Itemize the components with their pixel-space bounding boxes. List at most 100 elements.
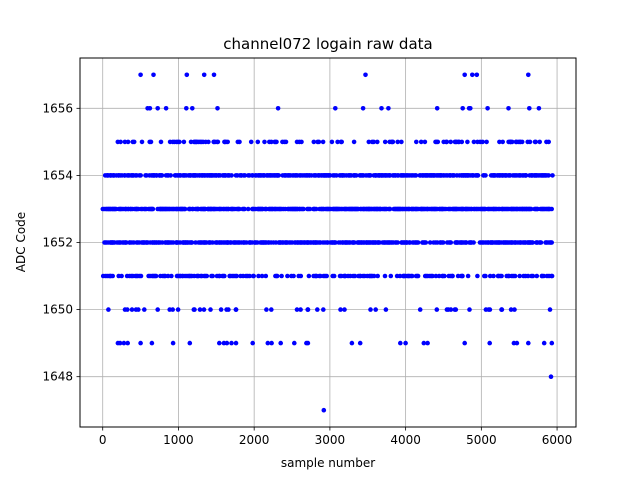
data-point [269,340,274,346]
data-point [368,307,373,312]
data-point [136,307,141,312]
data-point [204,273,210,279]
data-point [234,273,239,279]
data-point [321,407,327,413]
data-point [546,173,551,178]
data-point [148,139,154,145]
data-point [279,273,284,279]
data-point [463,240,469,245]
data-point [470,72,475,78]
data-point [278,340,284,346]
data-point [444,139,450,145]
x-tick-label: 4000 [390,433,421,447]
data-point [150,206,156,212]
data-point [536,106,542,111]
data-point [264,307,269,312]
data-point [517,273,522,279]
data-point [448,307,454,312]
data-point [305,307,311,312]
data-point [471,240,476,245]
data-point [175,307,181,312]
data-point [525,273,531,279]
data-point [197,307,203,312]
data-point [333,240,338,245]
data-point [291,273,296,279]
data-point [546,139,551,145]
data-point [265,340,271,346]
data-point [169,273,174,279]
data-point [349,340,355,346]
data-point [450,273,455,279]
data-point [363,72,368,78]
data-point [541,273,546,279]
data-point [440,240,446,245]
data-point [483,273,488,279]
data-point [315,307,320,312]
data-point [453,307,459,312]
data-point [526,340,531,346]
data-point [528,206,534,212]
y-tick-label: 1654 [42,168,73,182]
data-point [192,307,197,312]
data-point [251,273,256,279]
data-point [242,173,248,178]
data-point [245,206,251,212]
data-point [339,139,345,145]
data-point [415,240,421,245]
data-point [403,340,408,346]
data-point [462,72,468,78]
data-point [276,173,282,178]
data-point [311,139,317,145]
x-tick-label: 5000 [466,433,497,447]
data-point [527,139,533,145]
data-point [255,139,261,145]
data-point [537,139,542,145]
data-point [547,307,553,312]
data-point [142,307,147,312]
data-point [487,340,493,346]
chart-title: channel072 logain raw data [223,35,432,53]
y-tick-label: 1648 [42,370,73,384]
data-point [395,139,401,145]
data-point [118,139,123,145]
data-point [182,206,188,212]
data-point [530,240,535,245]
data-point [388,273,394,279]
data-point [475,173,481,178]
data-point [448,139,454,145]
data-point [485,106,490,111]
data-point [526,72,531,78]
data-point [360,106,366,111]
data-point [382,139,388,145]
data-point [467,307,472,312]
data-point [125,307,130,312]
data-point [541,340,547,346]
data-point [368,173,373,178]
x-tick-label: 2000 [239,433,270,447]
data-point [324,273,330,279]
data-point [190,106,195,111]
data-point [352,273,358,279]
data-point [224,340,230,346]
data-point [519,139,525,145]
data-point [533,139,538,145]
data-point [549,340,555,346]
data-point [397,273,403,279]
data-point [124,240,129,245]
data-point [433,273,439,279]
data-point [352,240,357,245]
data-point [218,307,224,312]
data-point [269,307,274,312]
data-point [177,139,182,145]
data-point [263,273,269,279]
data-point [117,340,123,346]
data-point [333,106,338,111]
data-point [233,340,239,346]
data-point [387,206,393,212]
data-point [237,206,242,212]
data-point [514,340,520,346]
data-point [139,139,145,145]
data-point [201,307,207,312]
data-point [229,173,234,178]
